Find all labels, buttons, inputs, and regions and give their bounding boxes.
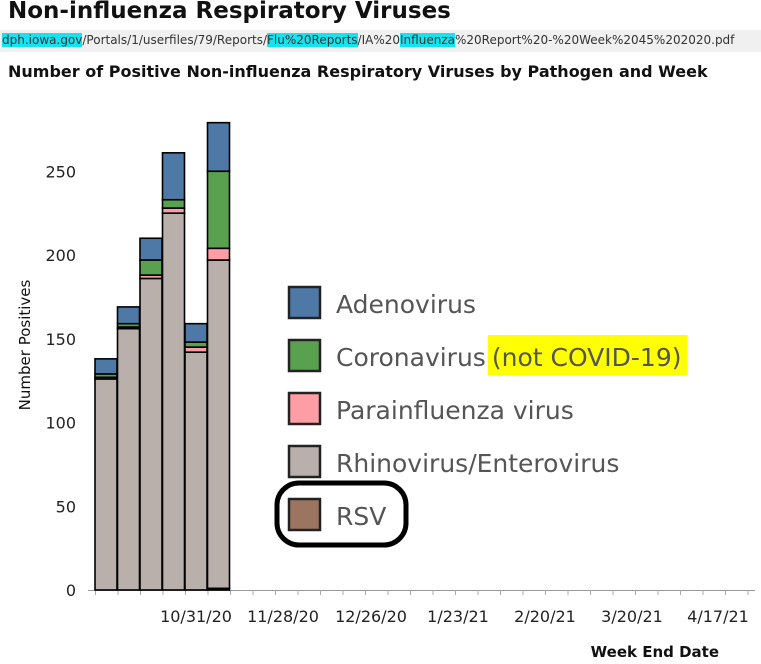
url-segment: /IA%20 <box>357 33 401 47</box>
legend-note: (not COVID-19) <box>492 343 682 372</box>
y-tick-label: 50 <box>56 497 76 516</box>
x-tick-label: 11/28/20 <box>247 607 319 626</box>
url-segment: Flu%20Reports <box>267 33 358 47</box>
x-tick-label: 4/17/21 <box>687 607 749 626</box>
chart-title: Number of Positive Non-influenza Respira… <box>8 62 708 81</box>
x-tick-label: 10/31/20 <box>160 607 232 626</box>
url-segment: Influenza <box>400 33 455 47</box>
bar-segment-adenovirus <box>161 152 186 201</box>
y-tick-label: 250 <box>45 162 76 181</box>
bar-segment-rhinovirus-enterovirus <box>139 277 163 591</box>
page-title: Non-influenza Respiratory Viruses <box>8 0 451 24</box>
x-tick-label: 1/23/21 <box>427 607 489 626</box>
bar-segment-adenovirus <box>116 306 141 325</box>
legend-label-rsv: RSV <box>336 502 386 531</box>
legend-swatch-parainfluenza-virus <box>287 391 322 426</box>
url-segment: /Portals/1/userfiles/79/Reports/ <box>82 33 267 47</box>
bar-segment-adenovirus <box>184 322 208 343</box>
bar-segment-coronavirus <box>206 170 231 250</box>
url-segment: dph.iowa.gov <box>2 33 83 47</box>
url-text: dph.iowa.gov/Portals/1/userfiles/79/Repo… <box>2 33 734 47</box>
rsv-circle-annotation <box>274 480 409 548</box>
bar-segment-rhinovirus-enterovirus <box>184 351 208 591</box>
url-bar[interactable]: dph.iowa.gov/Portals/1/userfiles/79/Repo… <box>0 30 761 52</box>
bar-segment-rhinovirus-enterovirus <box>161 212 186 591</box>
x-tick-label: 3/20/21 <box>601 607 663 626</box>
legend-note-highlight <box>487 335 688 375</box>
legend-label-adenovirus: Adenovirus <box>336 290 476 319</box>
bar-segment-coronavirus <box>139 259 163 276</box>
x-axis-title: Week End Date <box>591 643 719 661</box>
bar-segment-adenovirus <box>206 121 231 173</box>
bar-segment-rhinovirus-enterovirus <box>116 327 141 591</box>
x-tick-label: 2/20/21 <box>514 607 576 626</box>
legend-label-coronavirus: Coronavirus <box>336 343 486 372</box>
legend-swatch-coronavirus <box>287 338 322 373</box>
y-axis-title: Number Positives <box>16 279 34 410</box>
legend-swatch-rhinovirus-enterovirus <box>287 444 322 479</box>
bar-segment-parainfluenza-virus <box>206 247 231 261</box>
url-segment: %20Report%20-%20Week%2045%202020.pdf <box>454 33 735 47</box>
bar-segment-rhinovirus-enterovirus <box>94 378 118 591</box>
y-tick-label: 0 <box>66 581 76 600</box>
legend-swatch-adenovirus <box>287 285 322 320</box>
bar-segment-rhinovirus-enterovirus <box>206 259 231 590</box>
legend-label-parainfluenza-virus: Parainfluenza virus <box>336 396 574 425</box>
bar-segment-adenovirus <box>94 358 118 375</box>
x-tick-label: 12/26/20 <box>335 607 407 626</box>
y-tick-label: 150 <box>45 330 76 349</box>
bar-segment-coronavirus <box>161 198 186 209</box>
bar-segment-adenovirus <box>139 237 163 261</box>
legend-swatch-rsv <box>287 497 322 532</box>
legend-label-rhinovirus-enterovirus: Rhinovirus/Enterovirus <box>336 449 619 478</box>
y-tick-label: 100 <box>45 414 76 433</box>
y-tick-label: 200 <box>45 246 76 265</box>
